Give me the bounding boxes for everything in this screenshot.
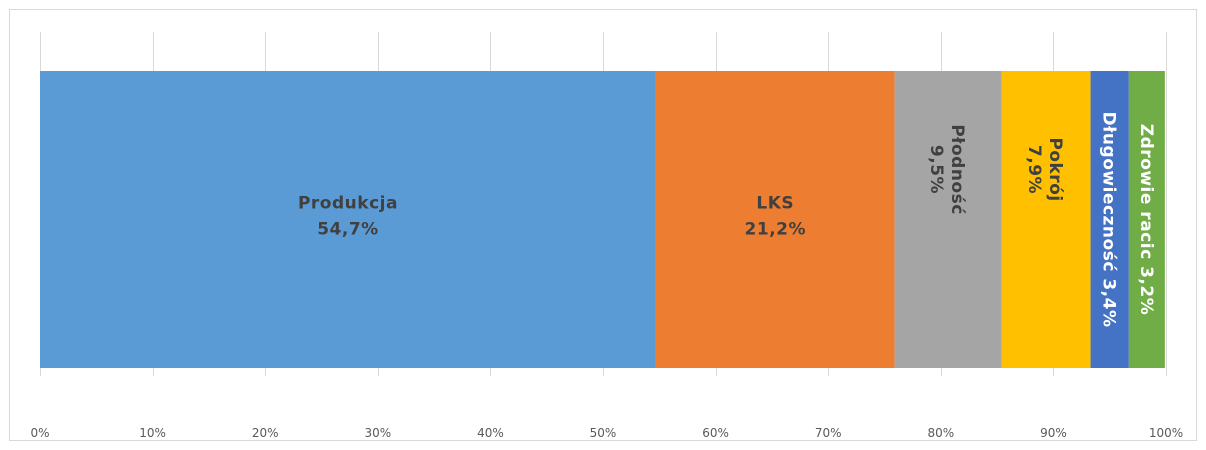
x-tick-label: 20% — [252, 426, 279, 440]
x-tick-label: 50% — [590, 426, 617, 440]
data-label-name: Produkcja — [298, 194, 398, 214]
bar-segment-produkcja — [40, 71, 656, 368]
x-tick-label: 70% — [815, 426, 842, 440]
data-label-value: 21,2% — [745, 220, 806, 240]
bar-segment-plodnosc — [894, 71, 1002, 368]
data-label-value: 9,5% — [926, 145, 946, 194]
x-tick-label: 30% — [364, 426, 391, 440]
bar-segment-lks — [655, 71, 895, 368]
data-label-text: Długowieczność 3,4% — [1099, 112, 1119, 328]
x-tick-label: 100% — [1149, 426, 1183, 440]
x-tick-label: 60% — [702, 426, 729, 440]
x-tick-label: 40% — [477, 426, 504, 440]
bar-segment-zdrowie-racic — [1128, 71, 1165, 368]
data-label-zdrowie-racic: Zdrowie racic 3,2% — [1136, 124, 1156, 315]
bar-segment-pokroj — [1001, 71, 1091, 368]
x-tick-label: 80% — [927, 426, 954, 440]
data-label-dlugowiecznosc: Długowieczność 3,4% — [1099, 112, 1119, 328]
x-tick-label: 90% — [1040, 426, 1067, 440]
data-label-text: Zdrowie racic 3,2% — [1136, 124, 1156, 315]
data-label-lks: LKS 21,2% — [745, 194, 806, 240]
data-label-name: Płodność — [947, 124, 967, 215]
data-label-value: 3,4% — [1099, 278, 1119, 327]
bar-segment-dlugowiecznosc — [1090, 71, 1129, 368]
data-label-value: 3,2% — [1136, 266, 1156, 315]
data-label-name: LKS — [756, 194, 794, 214]
data-label-name: Pokrój — [1045, 137, 1065, 201]
data-label-produkcja: Produkcja 54,7% — [298, 194, 398, 240]
x-tick-label: 0% — [30, 426, 49, 440]
x-tick-label: 10% — [139, 426, 166, 440]
data-label-value: 54,7% — [317, 220, 378, 240]
data-label-value: 7,9% — [1024, 145, 1044, 194]
data-label-name: Zdrowie racic — [1136, 124, 1156, 260]
data-label-name: Długowieczność — [1099, 112, 1119, 272]
x-axis-ticks: 0% 10% 20% 30% 40% 50% 60% 70% 80% 90% 100% — [30, 426, 1183, 440]
